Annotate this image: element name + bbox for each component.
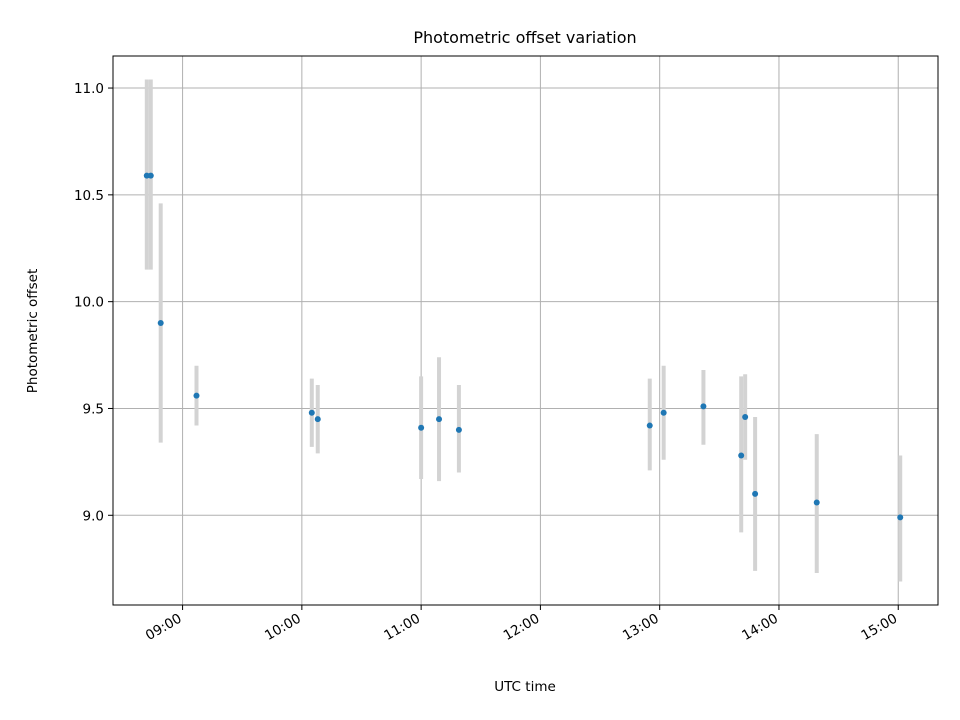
data-points [143,172,904,521]
data-point [738,452,745,459]
data-point [660,409,667,416]
data-point [308,409,315,416]
y-axis-label: Photometric offset [25,269,41,393]
data-point [193,392,200,399]
y-tick-label: 11.0 [74,81,104,97]
data-point [157,320,164,327]
data-point [418,424,425,431]
grid [113,56,938,605]
plot-area [113,56,938,605]
data-point [314,416,321,423]
data-point [752,490,759,497]
y-tick-label: 9.5 [83,401,104,417]
data-point [646,422,653,429]
data-point [742,414,749,421]
data-point [813,499,820,506]
y-tick-label: 9.0 [83,508,104,524]
chart-title: Photometric offset variation [413,28,636,47]
data-point [897,514,904,521]
data-point [147,172,154,179]
plot-frame [112,55,939,606]
x-axis-label: UTC time [494,679,556,695]
y-axis-ticks: 9.0 9.5 10.0 10.5 11.0 [74,81,113,524]
data-point [455,426,462,433]
y-tick-label: 10.5 [74,188,104,204]
data-point [436,416,443,423]
y-tick-label: 10.0 [74,295,104,311]
data-point [700,403,707,410]
